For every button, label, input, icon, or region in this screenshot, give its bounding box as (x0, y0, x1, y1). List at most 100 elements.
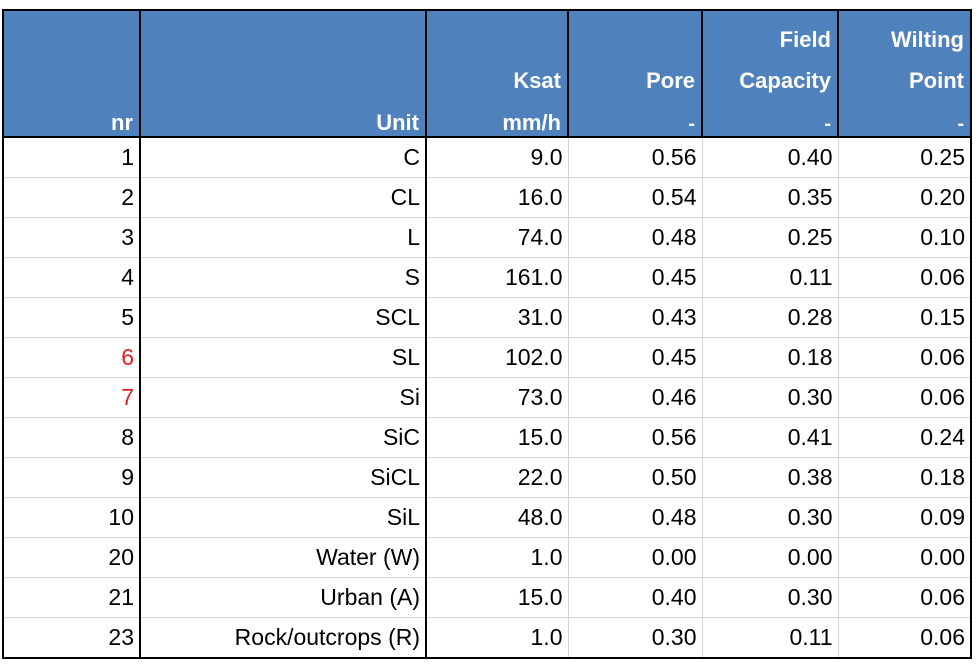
cell-unit: CL (139, 177, 426, 218)
soil-properties-table: Field Wilting Ksat Pore Capacity Point n… (2, 9, 972, 659)
table-row: 23 Rock/outcrops (R) 1.0 0.30 0.11 0.06 (2, 617, 972, 659)
cell-field-capacity: 0.38 (701, 457, 838, 498)
cell-pore: 0.50 (567, 457, 702, 498)
cell-pore: 0.45 (567, 337, 702, 378)
cell-pore: 0.00 (567, 537, 702, 578)
header-ksat-unit: mm/h (425, 94, 568, 138)
table-row: 2 CL 16.0 0.54 0.35 0.20 (2, 177, 972, 218)
cell-field-capacity: 0.30 (701, 497, 838, 538)
cell-unit: S (139, 257, 426, 298)
header-pore-top (567, 9, 702, 53)
cell-field-capacity: 0.28 (701, 297, 838, 338)
cell-wilting-point: 0.06 (837, 337, 972, 378)
cell-pore: 0.30 (567, 617, 702, 659)
header-nr: nr (2, 94, 140, 138)
cell-wilting-point: 0.15 (837, 297, 972, 338)
cell-unit: SL (139, 337, 426, 378)
cell-pore: 0.48 (567, 217, 702, 258)
table-row: 6 SL 102.0 0.45 0.18 0.06 (2, 337, 972, 378)
header-field-capacity-unit: - (701, 94, 838, 138)
table-row: 8 SiC 15.0 0.56 0.41 0.24 (2, 417, 972, 458)
cell-wilting-point: 0.06 (837, 377, 972, 418)
cell-pore: 0.43 (567, 297, 702, 338)
cell-nr: 6 (2, 337, 140, 378)
header-field-capacity-line2: Capacity (701, 53, 838, 94)
header-field-capacity-line1: Field (701, 9, 838, 53)
header-wilting-point-line2: Point (837, 53, 972, 94)
cell-field-capacity: 0.41 (701, 417, 838, 458)
cell-ksat: 15.0 (425, 577, 568, 618)
cell-wilting-point: 0.06 (837, 617, 972, 659)
cell-field-capacity: 0.11 (701, 257, 838, 298)
cell-ksat: 48.0 (425, 497, 568, 538)
cell-unit: SCL (139, 297, 426, 338)
cell-ksat: 102.0 (425, 337, 568, 378)
cell-unit: SiC (139, 417, 426, 458)
header-nr-top (2, 9, 140, 53)
cell-nr: 9 (2, 457, 140, 498)
table-body: 1 C 9.0 0.56 0.40 0.25 2 CL 16.0 0.54 0.35 0.20 3 L 74… (2, 137, 972, 659)
header-row-2: Ksat Pore Capacity Point (2, 53, 972, 94)
cell-nr: 4 (2, 257, 140, 298)
table-row: 9 SiCL 22.0 0.50 0.38 0.18 (2, 457, 972, 498)
table-row: 1 C 9.0 0.56 0.40 0.25 (2, 137, 972, 178)
cell-wilting-point: 0.25 (837, 137, 972, 178)
cell-pore: 0.45 (567, 257, 702, 298)
cell-nr: 10 (2, 497, 140, 538)
cell-ksat: 74.0 (425, 217, 568, 258)
cell-ksat: 22.0 (425, 457, 568, 498)
cell-nr: 3 (2, 217, 140, 258)
table-row: 20 Water (W) 1.0 0.00 0.00 0.00 (2, 537, 972, 578)
cell-unit: Water (W) (139, 537, 426, 578)
cell-nr: 2 (2, 177, 140, 218)
header-wilting-point-line1: Wilting (837, 9, 972, 53)
cell-pore: 0.56 (567, 417, 702, 458)
cell-nr: 23 (2, 617, 140, 659)
cell-unit: Rock/outcrops (R) (139, 617, 426, 659)
header-pore-unit: - (567, 94, 702, 138)
table-row: 7 Si 73.0 0.46 0.30 0.06 (2, 377, 972, 418)
cell-field-capacity: 0.25 (701, 217, 838, 258)
header-unit-top (139, 9, 426, 53)
cell-wilting-point: 0.18 (837, 457, 972, 498)
cell-nr: 8 (2, 417, 140, 458)
table-row: 3 L 74.0 0.48 0.25 0.10 (2, 217, 972, 258)
cell-pore: 0.48 (567, 497, 702, 538)
cell-nr: 7 (2, 377, 140, 418)
cell-wilting-point: 0.06 (837, 257, 972, 298)
cell-pore: 0.46 (567, 377, 702, 418)
cell-nr: 20 (2, 537, 140, 578)
cell-ksat: 15.0 (425, 417, 568, 458)
header-ksat-top (425, 9, 568, 53)
cell-nr: 5 (2, 297, 140, 338)
cell-field-capacity: 0.40 (701, 137, 838, 178)
cell-wilting-point: 0.06 (837, 577, 972, 618)
header-unit-mid (139, 53, 426, 94)
cell-field-capacity: 0.11 (701, 617, 838, 659)
table-row: 10 SiL 48.0 0.48 0.30 0.09 (2, 497, 972, 538)
table-header: Field Wilting Ksat Pore Capacity Point n… (2, 9, 972, 138)
cell-field-capacity: 0.18 (701, 337, 838, 378)
cell-wilting-point: 0.09 (837, 497, 972, 538)
header-unit: Unit (139, 94, 426, 138)
cell-ksat: 16.0 (425, 177, 568, 218)
cell-ksat: 73.0 (425, 377, 568, 418)
header-nr-mid (2, 53, 140, 94)
cell-field-capacity: 0.30 (701, 377, 838, 418)
cell-pore: 0.54 (567, 177, 702, 218)
table-row: 4 S 161.0 0.45 0.11 0.06 (2, 257, 972, 298)
cell-unit: SiCL (139, 457, 426, 498)
cell-nr: 1 (2, 137, 140, 178)
header-row-3: nr Unit mm/h - - - (2, 94, 972, 138)
cell-ksat: 9.0 (425, 137, 568, 178)
cell-unit: SiL (139, 497, 426, 538)
cell-ksat: 1.0 (425, 617, 568, 659)
cell-wilting-point: 0.00 (837, 537, 972, 578)
cell-field-capacity: 0.00 (701, 537, 838, 578)
header-wilting-point-unit: - (837, 94, 972, 138)
cell-unit: C (139, 137, 426, 178)
header-row-1: Field Wilting (2, 9, 972, 53)
cell-wilting-point: 0.20 (837, 177, 972, 218)
cell-ksat: 1.0 (425, 537, 568, 578)
header-pore: Pore (567, 53, 702, 94)
